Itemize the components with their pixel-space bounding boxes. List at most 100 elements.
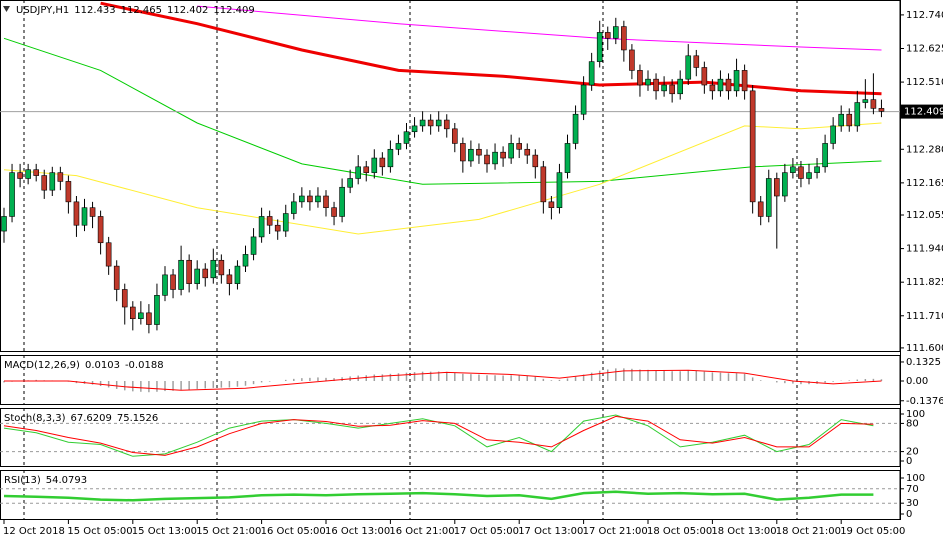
candle-body: [162, 274, 168, 296]
candle-body: [17, 172, 23, 179]
candle-body: [379, 157, 386, 168]
y-tick-label: 112.740: [906, 10, 943, 21]
candle-body: [508, 143, 514, 159]
candle-body: [717, 78, 724, 92]
y-tick-label: 70: [906, 484, 919, 495]
header-title: RSI(13): [4, 475, 41, 486]
candle-body: [870, 99, 877, 109]
x-tick-label: 18 Oct 05:00: [647, 526, 712, 537]
candle-body: [347, 178, 353, 188]
header-value: 75.1526: [117, 413, 158, 424]
candle-body: [540, 166, 547, 203]
candle-body: [9, 172, 15, 217]
candle-body: [435, 119, 442, 127]
candle-body: [242, 254, 249, 267]
candle-body: [403, 131, 410, 144]
header-value: 112.402: [167, 5, 208, 16]
indicator-header: MACD(12,26,9) 0.0103 -0.0188: [4, 360, 164, 371]
candle-body: [669, 84, 675, 95]
candle-body: [468, 148, 474, 162]
macd-signal: [4, 369, 882, 391]
candle-body: [701, 67, 708, 86]
candle-body: [427, 119, 434, 127]
header-icon: [3, 6, 10, 12]
candle-body: [57, 172, 64, 182]
candle-body: [130, 306, 136, 319]
y-tick-label: 80: [906, 418, 919, 429]
candle-body: [621, 26, 627, 51]
candle-body: [532, 154, 539, 168]
candle-body: [773, 178, 780, 197]
moving-average: [3, 122, 882, 235]
candle-body: [612, 26, 619, 39]
y-tick-label: -0.1376: [906, 396, 943, 407]
y-tick-label: 112.510: [906, 77, 943, 88]
y-tick-label: 0: [906, 456, 912, 467]
candle-body: [226, 274, 233, 284]
candle-body: [733, 70, 740, 92]
indicator-header: USDJPY,H1 112.433 112.465 112.402 112.409: [16, 5, 255, 16]
x-tick-label: 16 Oct 21:00: [389, 526, 454, 537]
candle-body: [250, 236, 257, 255]
candle-body: [524, 148, 531, 156]
last-price-box: [900, 104, 943, 119]
x-tick-label: 18 Oct 13:00: [711, 526, 776, 537]
candle-body: [460, 143, 466, 162]
candle-body: [757, 201, 764, 217]
x-tick-label: 19 Oct 05:00: [840, 526, 905, 537]
moving-average: [3, 37, 882, 185]
y-tick-label: 100: [906, 473, 925, 484]
y-tick-label: 20: [906, 447, 919, 458]
candle-body: [790, 166, 796, 173]
candle-body: [97, 216, 104, 244]
candle-body: [862, 99, 869, 103]
candle-body: [65, 181, 72, 203]
candle-body: [677, 78, 684, 95]
y-tick-label: 111.825: [906, 277, 943, 288]
last-price-label: 112.409: [904, 107, 943, 118]
candle-body: [693, 55, 700, 68]
candle-body: [154, 295, 160, 325]
x-tick-label: 17 Oct 21:00: [583, 526, 648, 537]
candle-body: [146, 312, 152, 325]
candle-body: [653, 78, 659, 92]
y-tick-label: 111.940: [906, 244, 943, 255]
candle-body: [782, 172, 788, 197]
candle-body: [516, 143, 523, 150]
x-tick-label: 12 Oct 2018: [3, 526, 65, 537]
header-title: USDJPY,H1: [16, 5, 69, 16]
header-value: 54.0793: [46, 475, 87, 486]
candle-body: [484, 154, 490, 165]
candle-body: [113, 265, 120, 290]
candle-body: [194, 268, 200, 284]
y-tick-label: 112.280: [906, 144, 943, 155]
candle-body: [572, 113, 579, 144]
y-tick-label: 0: [906, 509, 912, 520]
candle-body: [41, 175, 48, 191]
candle-body: [443, 119, 450, 130]
y-tick-label: 30: [906, 498, 919, 509]
candle-body: [765, 178, 772, 217]
candle-body: [371, 157, 378, 173]
candle-body: [234, 265, 241, 284]
candle-body: [315, 195, 321, 203]
candle-body: [202, 268, 209, 279]
candle-body: [492, 151, 498, 165]
candle-body: [331, 207, 337, 217]
candle-body: [49, 172, 56, 191]
candle-body: [25, 169, 31, 179]
candle-body: [741, 70, 748, 92]
header-value: 67.6209: [70, 413, 111, 424]
candle-body: [299, 195, 305, 203]
y-tick-label: 100: [906, 409, 925, 420]
candle-body: [500, 151, 506, 159]
candle-body: [814, 166, 820, 173]
header-value: 0.0103: [85, 360, 120, 371]
y-tick-label: 111.600: [906, 343, 943, 354]
candle-body: [846, 113, 853, 127]
candle-body: [548, 201, 555, 208]
candle-body: [604, 32, 611, 39]
candle-body: [556, 172, 563, 208]
candle-body: [81, 207, 88, 226]
candle-body: [138, 312, 144, 319]
